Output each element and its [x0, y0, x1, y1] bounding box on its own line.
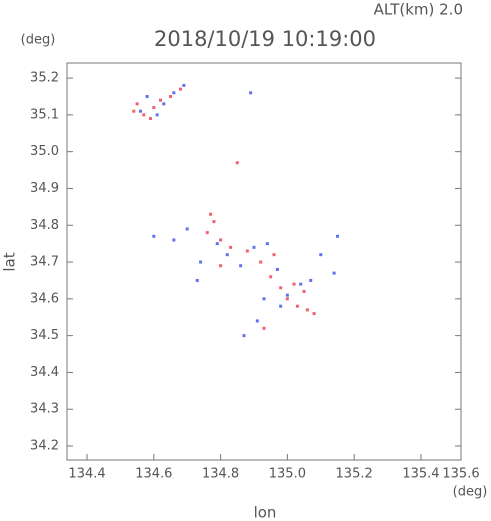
echo-point — [199, 260, 203, 264]
echo-point — [182, 83, 186, 87]
echo-point — [152, 234, 156, 238]
x-tick-label: 135.2 — [336, 467, 373, 482]
echo-point — [245, 249, 249, 253]
y-tick-label: 34.3 — [30, 402, 59, 417]
echo-point — [212, 220, 216, 224]
y-tick-label: 34.7 — [30, 255, 59, 270]
echo-point — [205, 231, 209, 235]
echo-point — [269, 275, 273, 279]
echo-point — [262, 297, 266, 301]
y-tick-label: 35.2 — [30, 71, 59, 86]
echo-point — [295, 304, 299, 308]
y-tick-label: 34.5 — [30, 328, 59, 343]
echo-point — [239, 264, 243, 268]
echo-point — [185, 227, 189, 231]
echo-point — [332, 271, 336, 275]
echo-point — [195, 278, 199, 282]
echo-point — [219, 264, 223, 268]
altitude-label: ALT(km) 2.0 — [374, 1, 463, 19]
echo-point — [229, 245, 233, 249]
echo-point — [249, 91, 253, 95]
echo-point — [138, 109, 142, 113]
echo-point — [152, 106, 156, 110]
echo-point — [279, 304, 283, 308]
y-tick-label: 34.2 — [30, 439, 59, 454]
echo-point — [259, 260, 263, 264]
y-tick-label: 35.1 — [30, 107, 59, 122]
y-tick-label: 34.8 — [30, 218, 59, 233]
echo-point — [262, 326, 266, 330]
echo-point — [142, 113, 146, 117]
x-unit: (deg) — [453, 485, 488, 500]
echo-point — [169, 94, 173, 98]
echo-point — [219, 238, 223, 242]
echo-point — [135, 102, 139, 106]
echo-point — [162, 102, 166, 106]
y-tick-label: 34.9 — [30, 181, 59, 196]
echo-point — [242, 334, 246, 338]
y-unit: (deg) — [21, 33, 56, 48]
echo-point — [255, 319, 259, 323]
echo-point — [215, 242, 219, 246]
echo-point — [172, 238, 176, 242]
echo-point — [285, 297, 289, 301]
y-tick-label: 34.4 — [30, 365, 59, 380]
y-tick-label: 34.6 — [30, 291, 59, 306]
echo-point — [158, 98, 162, 102]
echo-point — [235, 161, 239, 165]
x-axis-label: lon — [254, 504, 277, 521]
x-tick-label: 134.4 — [68, 467, 105, 482]
echo-point — [272, 253, 276, 257]
echo-point — [275, 267, 279, 271]
echo-point — [309, 278, 313, 282]
echo-point — [299, 282, 303, 286]
echo-point — [265, 242, 269, 246]
chart-title: 2018/10/19 10:19:00 — [154, 27, 376, 51]
echo-point — [145, 94, 149, 98]
echo-point — [319, 253, 323, 257]
y-tick-label: 35.0 — [30, 144, 59, 159]
echo-point — [279, 286, 283, 290]
echo-point — [285, 293, 289, 297]
echo-point — [172, 91, 176, 95]
echo-point — [155, 113, 159, 117]
echo-point — [209, 212, 213, 216]
y-axis-label: lat — [1, 252, 19, 271]
echo-point — [132, 109, 136, 113]
echo-point — [312, 312, 316, 316]
echo-point — [148, 117, 152, 121]
x-tick-label: 134.6 — [135, 467, 172, 482]
echo-point — [302, 289, 306, 293]
echo-point — [225, 253, 229, 257]
echo-point — [305, 308, 309, 312]
x-tick-label: 135.4 — [402, 467, 439, 482]
echo-point — [252, 245, 256, 249]
x-tick-label: 135.6 — [442, 467, 479, 482]
echo-point — [179, 87, 183, 91]
x-tick-label: 135.0 — [269, 467, 306, 482]
plot-frame — [66, 62, 462, 461]
echo-point — [292, 282, 296, 286]
echo-point — [335, 234, 339, 238]
x-tick-label: 134.8 — [202, 467, 239, 482]
